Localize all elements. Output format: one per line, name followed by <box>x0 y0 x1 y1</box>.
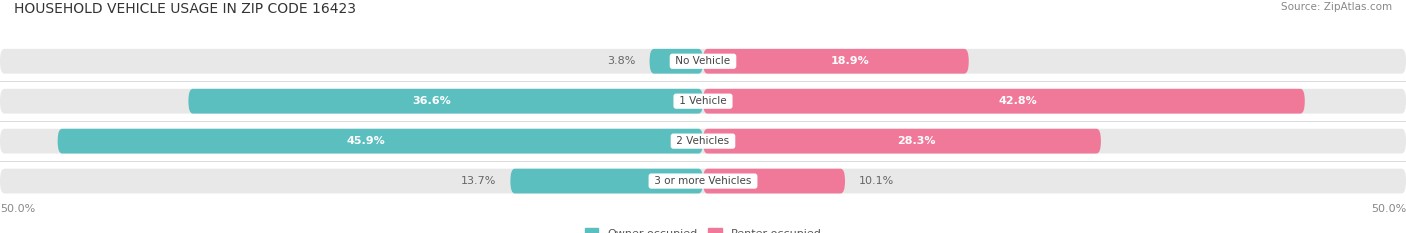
FancyBboxPatch shape <box>703 129 1101 154</box>
FancyBboxPatch shape <box>0 49 1406 74</box>
FancyBboxPatch shape <box>703 169 845 193</box>
Text: 13.7%: 13.7% <box>461 176 496 186</box>
Text: 3 or more Vehicles: 3 or more Vehicles <box>651 176 755 186</box>
Text: 1 Vehicle: 1 Vehicle <box>676 96 730 106</box>
Text: 3.8%: 3.8% <box>607 56 636 66</box>
FancyBboxPatch shape <box>650 49 703 74</box>
Text: 2 Vehicles: 2 Vehicles <box>673 136 733 146</box>
FancyBboxPatch shape <box>703 89 1305 113</box>
Text: 42.8%: 42.8% <box>998 96 1038 106</box>
FancyBboxPatch shape <box>0 169 1406 193</box>
Text: 18.9%: 18.9% <box>831 56 869 66</box>
FancyBboxPatch shape <box>510 169 703 193</box>
Text: 45.9%: 45.9% <box>347 136 385 146</box>
Text: 50.0%: 50.0% <box>1371 204 1406 214</box>
FancyBboxPatch shape <box>703 49 969 74</box>
FancyBboxPatch shape <box>0 129 1406 154</box>
Text: 10.1%: 10.1% <box>859 176 894 186</box>
Text: 36.6%: 36.6% <box>412 96 451 106</box>
FancyBboxPatch shape <box>0 89 1406 113</box>
Text: HOUSEHOLD VEHICLE USAGE IN ZIP CODE 16423: HOUSEHOLD VEHICLE USAGE IN ZIP CODE 1642… <box>14 2 356 16</box>
Text: No Vehicle: No Vehicle <box>672 56 734 66</box>
Text: 28.3%: 28.3% <box>897 136 935 146</box>
Text: Source: ZipAtlas.com: Source: ZipAtlas.com <box>1281 2 1392 12</box>
FancyBboxPatch shape <box>188 89 703 113</box>
Text: 50.0%: 50.0% <box>0 204 35 214</box>
Legend: Owner-occupied, Renter-occupied: Owner-occupied, Renter-occupied <box>581 224 825 233</box>
FancyBboxPatch shape <box>58 129 703 154</box>
